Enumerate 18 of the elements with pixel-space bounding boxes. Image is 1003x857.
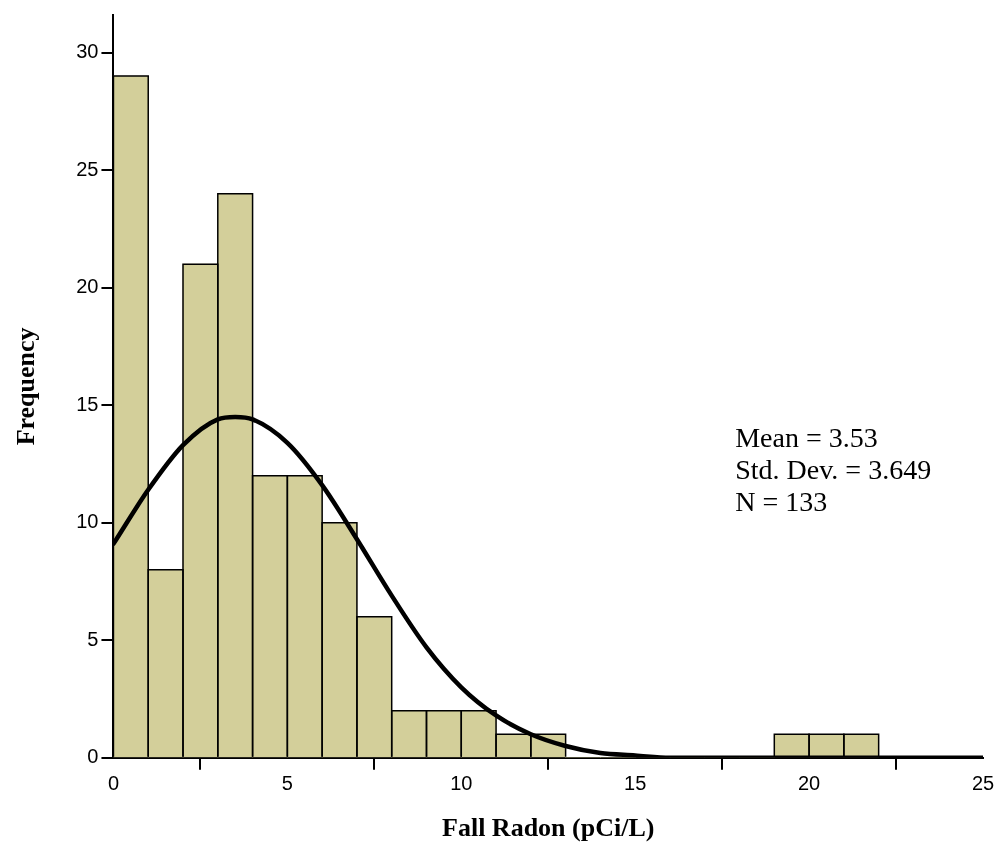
x-tick-label: 10 bbox=[450, 772, 473, 795]
annotation: Std. Dev. = 3.649 bbox=[735, 454, 932, 485]
x-tick-label: 25 bbox=[971, 772, 995, 795]
y-tick-label: 15 bbox=[76, 392, 99, 415]
y-tick-label: 20 bbox=[76, 275, 99, 298]
x-tick-label: 0 bbox=[107, 772, 120, 795]
y-tick-label: 5 bbox=[87, 627, 99, 650]
annotation: Mean = 3.53 bbox=[735, 422, 878, 453]
y-tick-label: 10 bbox=[76, 510, 99, 533]
x-tick-label: 20 bbox=[797, 772, 821, 795]
x-tick-label: 5 bbox=[281, 772, 293, 795]
y-tick-label: 30 bbox=[76, 40, 99, 63]
y-tick-label: 0 bbox=[87, 745, 99, 768]
y-axis-title: Frequency bbox=[11, 327, 41, 446]
x-axis-title: Fall Radon (pCi/L) bbox=[442, 813, 655, 843]
y-tick-label: 25 bbox=[76, 157, 99, 180]
x-tick-label: 15 bbox=[624, 772, 647, 795]
annotation: N = 133 bbox=[735, 486, 828, 517]
